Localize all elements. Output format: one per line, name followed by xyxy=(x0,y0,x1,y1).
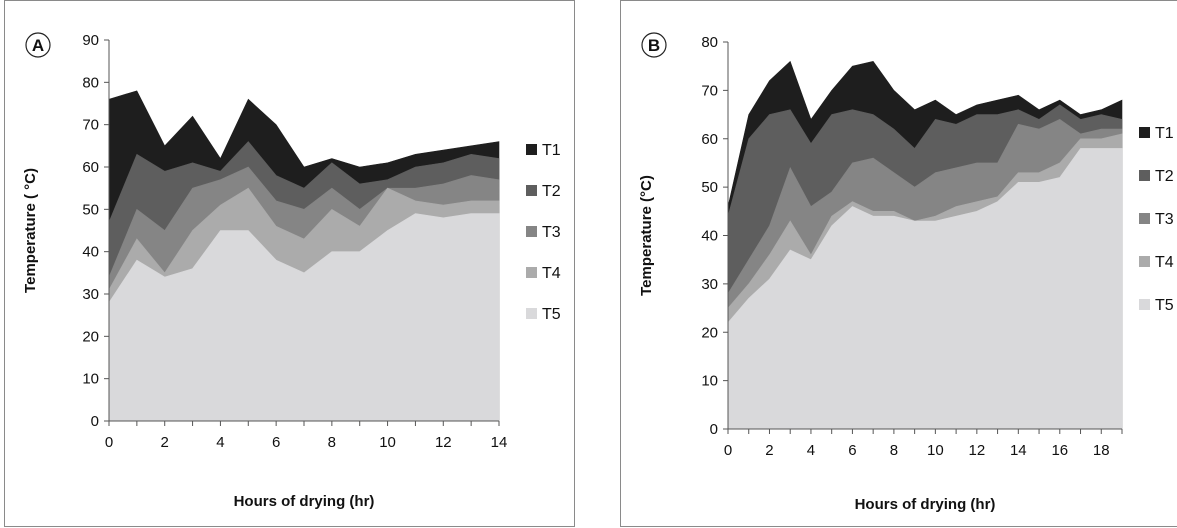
chart-b-y-tick-label: 10 xyxy=(701,373,718,390)
chart-b-legend-label-T3: T3 xyxy=(1155,211,1174,228)
chart-a-x-tick-label: 10 xyxy=(379,434,396,451)
chart-a-y-tick-label: 50 xyxy=(82,201,99,218)
chart-b-legend-label-T1: T1 xyxy=(1155,125,1174,142)
chart-b-legend-swatch-T2 xyxy=(1139,170,1150,181)
chart-a-legend-swatch-T4 xyxy=(526,267,537,278)
chart-b-svg: 0 10 20 30 40 50 60 70 80 0 2 4 6 8 10 12 14 16 18 Hours of… xyxy=(638,32,1174,513)
chart-a-x-tick-label: 2 xyxy=(161,434,169,451)
chart-b-x-tick-label: 4 xyxy=(807,442,815,459)
chart-b-y-tick-label: 70 xyxy=(701,82,718,99)
chart-b-x-tick-label: 10 xyxy=(927,442,944,459)
chart-b-x-tick-label: 14 xyxy=(1010,442,1027,459)
chart-a-x-tick-label: 4 xyxy=(216,434,224,451)
chart-a-x-tick-label: 6 xyxy=(272,434,280,451)
chart-a-y-axis-title: Temperature ( °C) xyxy=(22,168,39,293)
chart-b-legend-swatch-T5 xyxy=(1139,299,1150,310)
chart-b-legend-swatch-T3 xyxy=(1139,213,1150,224)
chart-a-x-tick-label: 0 xyxy=(105,434,113,451)
chart-b-legend-swatch-T4 xyxy=(1139,256,1150,267)
chart-b-legend-label-T2: T2 xyxy=(1155,168,1174,185)
chart-b-x-tick-label: 18 xyxy=(1093,442,1110,459)
chart-a-legend-label-T2: T2 xyxy=(542,183,561,200)
chart-b-panel-badge xyxy=(641,32,667,58)
chart-b-x-tick-label: 8 xyxy=(890,442,898,459)
chart-b-legend-label-T4: T4 xyxy=(1155,254,1174,271)
chart-a-legend-swatch-T2 xyxy=(526,185,537,196)
chart-a-y-tick-label: 60 xyxy=(82,159,99,176)
chart-b-y-tick-label: 80 xyxy=(701,34,718,51)
chart-b-x-tick-label: 16 xyxy=(1051,442,1068,459)
chart-a-legend-label-T1: T1 xyxy=(542,142,561,159)
chart-a-legend-swatch-T5 xyxy=(526,308,537,319)
chart-b-y-axis-title: Temperature (°C) xyxy=(638,175,655,296)
chart-a-svg: 0 10 20 30 40 50 60 70 80 90 0 2 4 6 8 10 12 14 Hours of d… xyxy=(22,32,561,510)
chart-panel-a: 0 10 20 30 40 50 60 70 80 90 0 2 4 6 8 10 12 14 Hours of d… xyxy=(4,0,575,527)
chart-a-legend-label-T4: T4 xyxy=(542,265,561,282)
chart-a-legend-label-T3: T3 xyxy=(542,224,561,241)
chart-a-x-tick-label: 12 xyxy=(435,434,452,451)
chart-b-series-T5-area xyxy=(727,148,1123,430)
chart-a-y-tick-label: 90 xyxy=(82,32,99,49)
chart-b-y-tick-label: 60 xyxy=(701,131,718,148)
chart-b-panel-label: B xyxy=(648,36,660,55)
chart-b-x-tick-label: 2 xyxy=(765,442,773,459)
chart-a-panel-badge xyxy=(25,32,51,58)
chart-a-y-tick-label: 20 xyxy=(82,328,99,345)
chart-a-y-tick-label: 80 xyxy=(82,74,99,91)
chart-a-x-tick-label: 14 xyxy=(491,434,508,451)
chart-b-x-axis-title: Hours of drying (hr) xyxy=(855,496,996,513)
chart-b-y-tick-label: 0 xyxy=(710,421,718,438)
chart-b-x-tick-label: 6 xyxy=(848,442,856,459)
chart-b-x-tick-label: 0 xyxy=(724,442,732,459)
chart-b-legend-label-T5: T5 xyxy=(1155,297,1174,314)
chart-a-y-tick-label: 70 xyxy=(82,117,99,134)
chart-a-series-T5-area xyxy=(108,213,500,422)
chart-a-y-tick-label: 40 xyxy=(82,244,99,261)
chart-a-legend-swatch-T3 xyxy=(526,226,537,237)
chart-b-y-tick-label: 30 xyxy=(701,276,718,293)
chart-a-x-axis-title: Hours of drying (hr) xyxy=(234,493,375,510)
chart-b-x-tick-label: 12 xyxy=(968,442,985,459)
chart-a-x-tick-label: 8 xyxy=(328,434,336,451)
chart-b-y-tick-label: 40 xyxy=(701,228,718,245)
chart-a-y-tick-label: 30 xyxy=(82,286,99,303)
chart-a-y-tick-label: 10 xyxy=(82,371,99,388)
chart-panel-b: 0 10 20 30 40 50 60 70 80 0 2 4 6 8 10 12 14 16 18 Hours of… xyxy=(620,0,1177,527)
chart-a-y-tick-label: 0 xyxy=(91,413,99,430)
chart-a-legend-label-T5: T5 xyxy=(542,306,561,323)
chart-a-panel-label: A xyxy=(32,36,44,55)
chart-b-y-tick-label: 50 xyxy=(701,179,718,196)
chart-b-y-tick-label: 20 xyxy=(701,324,718,341)
chart-a-legend-swatch-T1 xyxy=(526,144,537,155)
chart-b-legend-swatch-T1 xyxy=(1139,127,1150,138)
